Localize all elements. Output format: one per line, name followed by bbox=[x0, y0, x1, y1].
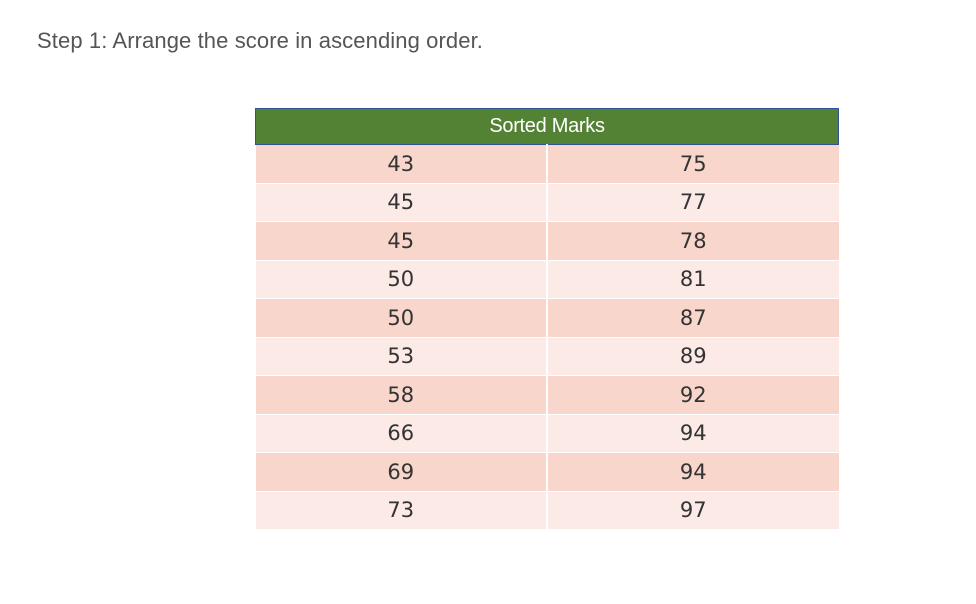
table-row: 69 94 bbox=[255, 452, 839, 492]
mark-cell: 69 bbox=[255, 452, 548, 492]
step-instruction: Step 1: Arrange the score in ascending o… bbox=[37, 28, 484, 53]
mark-cell: 45 bbox=[255, 221, 548, 261]
mark-cell: 78 bbox=[546, 221, 839, 261]
mark-cell: 58 bbox=[255, 375, 548, 415]
table-header: Sorted Marks bbox=[255, 108, 839, 145]
mark-cell: 94 bbox=[546, 413, 839, 453]
mark-cell: 87 bbox=[546, 298, 839, 338]
mark-cell: 53 bbox=[255, 336, 548, 376]
mark-cell: 50 bbox=[255, 298, 548, 338]
sorted-marks-table: Sorted Marks 43 75 45 77 45 78 50 81 50 bbox=[255, 108, 839, 530]
mark-cell: 81 bbox=[546, 259, 839, 299]
mark-cell: 94 bbox=[546, 452, 839, 492]
mark-cell: 43 bbox=[255, 144, 548, 184]
mark-cell: 66 bbox=[255, 413, 548, 453]
table-header-row: Sorted Marks bbox=[255, 108, 839, 145]
mark-cell: 97 bbox=[546, 490, 839, 530]
mark-cell: 77 bbox=[546, 182, 839, 222]
table-row: 50 87 bbox=[255, 298, 839, 338]
table-row: 43 75 bbox=[255, 144, 839, 184]
mark-cell: 89 bbox=[546, 336, 839, 376]
mark-cell: 92 bbox=[546, 375, 839, 415]
mark-cell: 50 bbox=[255, 259, 548, 299]
table-row: 66 94 bbox=[255, 413, 839, 453]
table-row: 45 77 bbox=[255, 182, 839, 222]
mark-cell: 75 bbox=[546, 144, 839, 184]
table-row: 50 81 bbox=[255, 259, 839, 299]
mark-cell: 45 bbox=[255, 182, 548, 222]
mark-cell: 73 bbox=[255, 490, 548, 530]
table-row: 45 78 bbox=[255, 221, 839, 261]
table-row: 73 97 bbox=[255, 490, 839, 530]
table-row: 58 92 bbox=[255, 375, 839, 415]
table-row: 53 89 bbox=[255, 336, 839, 376]
